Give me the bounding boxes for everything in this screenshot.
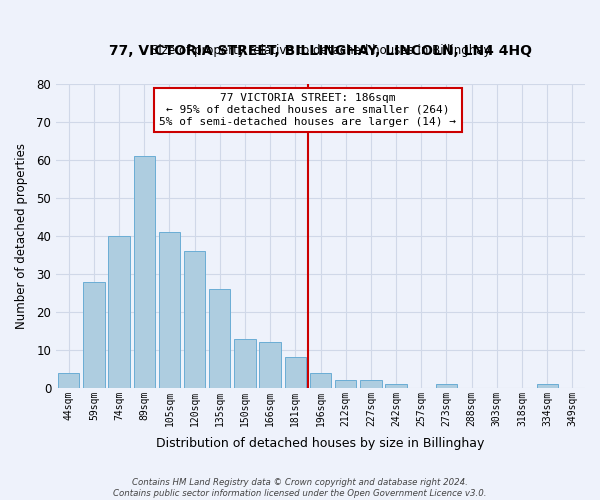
Bar [259, 342, 281, 388]
Text: Contains HM Land Registry data © Crown copyright and database right 2024.
Contai: Contains HM Land Registry data © Crown c… [113, 478, 487, 498]
Bar [536, 384, 558, 388]
Text: 77, VICTORIA STREET, BILLINGHAY, LINCOLN, LN4 4HQ: 77, VICTORIA STREET, BILLINGHAY, LINCOLN… [109, 44, 532, 59]
Title: Size of property relative to detached houses in Billinghay: Size of property relative to detached ho… [151, 44, 490, 57]
Bar [159, 232, 180, 388]
Y-axis label: Number of detached properties: Number of detached properties [15, 143, 28, 329]
Bar [83, 282, 104, 388]
Bar [209, 289, 230, 388]
Text: 77 VICTORIA STREET: 186sqm
← 95% of detached houses are smaller (264)
5% of semi: 77 VICTORIA STREET: 186sqm ← 95% of deta… [160, 94, 457, 126]
Bar [134, 156, 155, 388]
Bar [109, 236, 130, 388]
Bar [284, 358, 306, 388]
Bar [335, 380, 356, 388]
X-axis label: Distribution of detached houses by size in Billinghay: Distribution of detached houses by size … [157, 437, 485, 450]
Bar [310, 372, 331, 388]
Bar [385, 384, 407, 388]
Bar [234, 338, 256, 388]
Bar [58, 372, 79, 388]
Bar [436, 384, 457, 388]
Bar [360, 380, 382, 388]
Bar [184, 251, 205, 388]
